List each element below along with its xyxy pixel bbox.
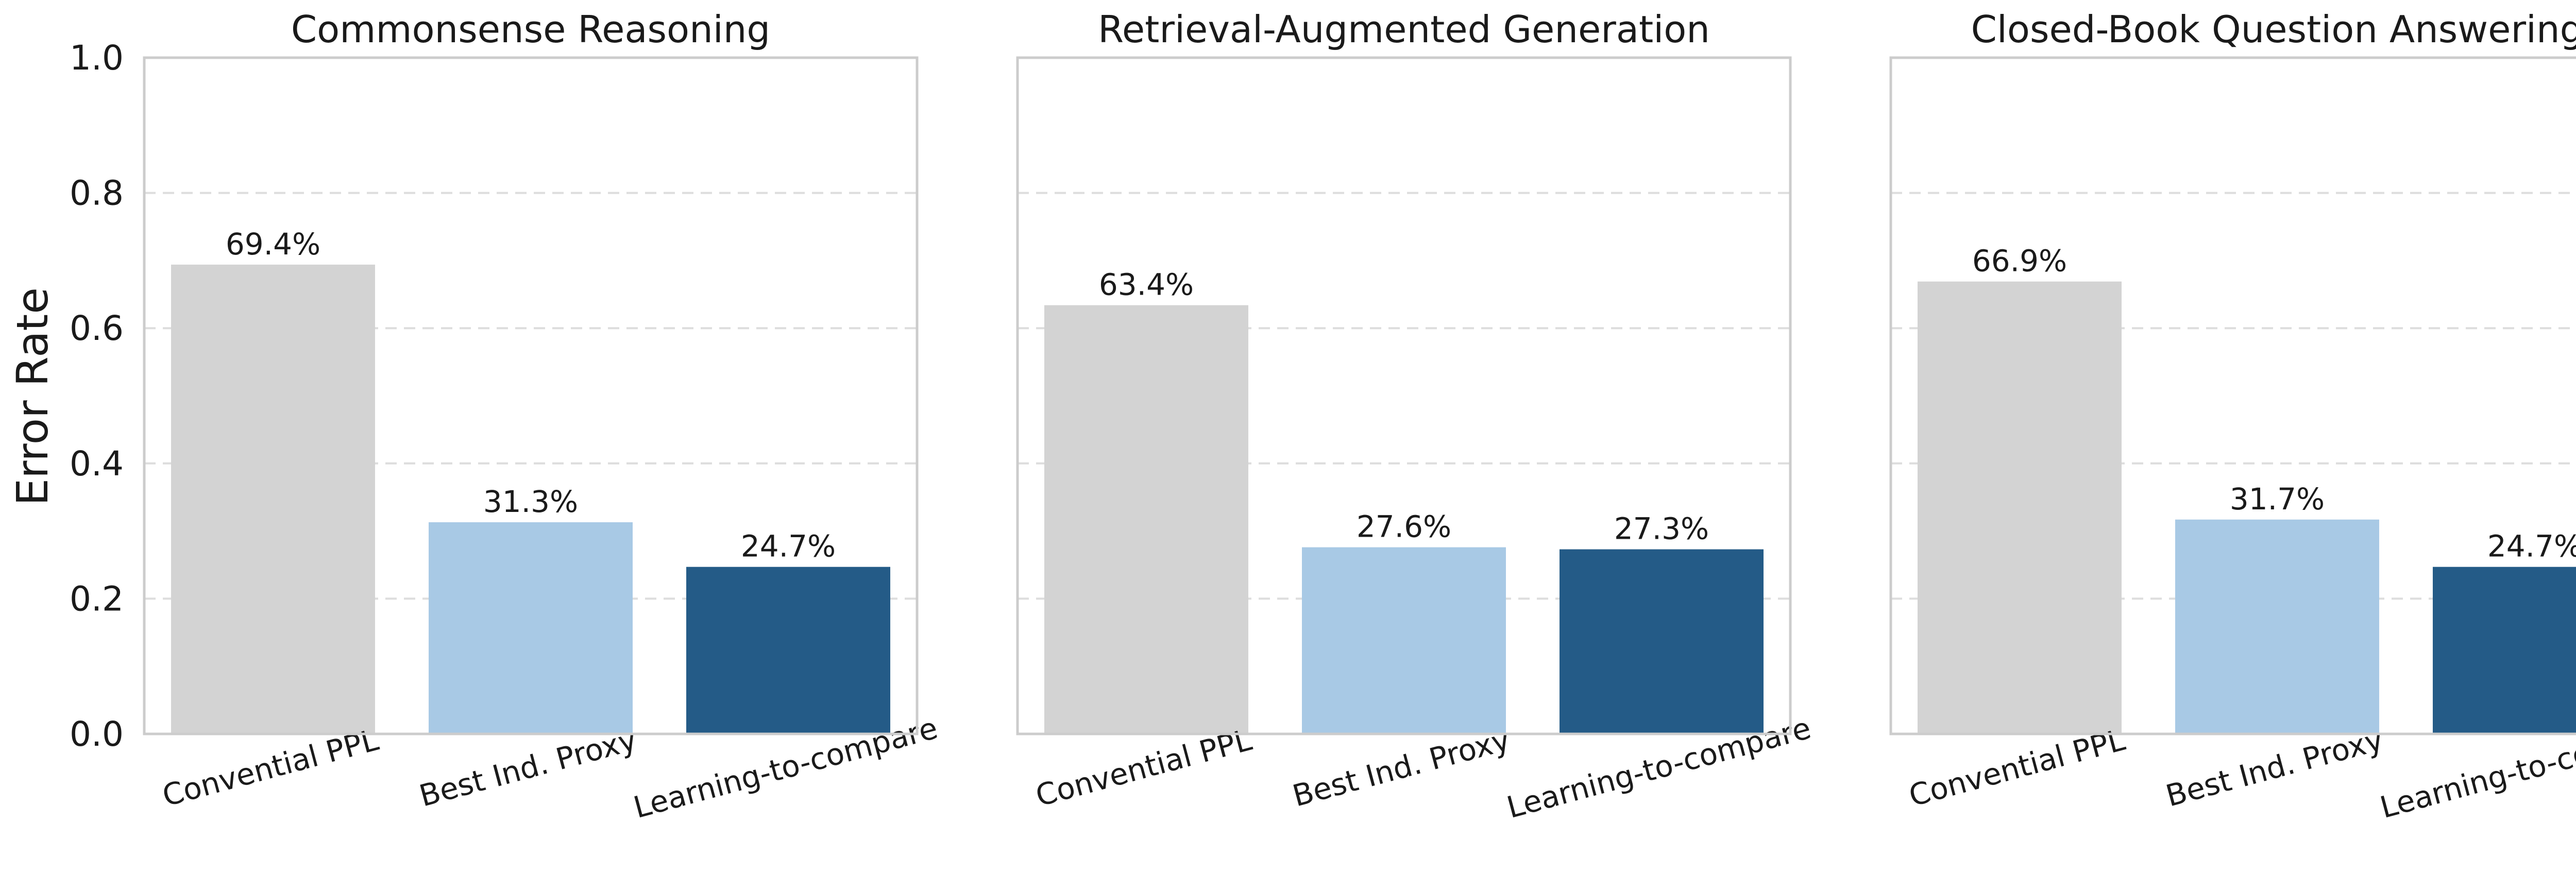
x-tick-label: Best Ind. Proxy	[1289, 722, 1514, 814]
plot-frame	[1889, 56, 2576, 735]
value-label: 31.3%	[483, 484, 578, 519]
y-tick-label: 1.0	[70, 38, 124, 78]
value-label: 63.4%	[1099, 267, 1194, 302]
panel-2: Retrieval-Augmented Generation 63.4% Conve…	[1016, 8, 1815, 825]
x-tick-label: Best Ind. Proxy	[416, 722, 640, 814]
panel-title: Commonsense Reasoning	[291, 8, 770, 51]
x-tick-label: Best Ind. Proxy	[2162, 722, 2387, 814]
plot-frame	[1016, 56, 1792, 735]
value-label: 31.7%	[2230, 482, 2325, 517]
value-label: 24.7%	[2487, 529, 2576, 564]
value-label: 27.6%	[1357, 509, 1451, 544]
bar-convential-ppl	[1918, 281, 2122, 734]
value-label: 69.4%	[226, 227, 320, 262]
y-tick-label: 0.4	[70, 444, 124, 484]
y-tick-label: 0.8	[70, 174, 124, 213]
bar-best-ind-proxy	[1302, 547, 1506, 734]
bar-learning-to-compare	[1560, 549, 1764, 734]
x-tick-label: Convential PPL	[159, 722, 382, 813]
y-tick-label: 0.2	[70, 579, 124, 619]
bar-learning-to-compare	[2433, 567, 2576, 734]
panel-1: Commonsense Reasoning 0.0 0.2 0.4 0.6 0.8 1.0 6…	[70, 8, 941, 825]
panel-3: Closed-Book Question Answering 66.9% Conve…	[1889, 8, 2576, 825]
bar-best-ind-proxy	[429, 522, 633, 734]
bar-convential-ppl	[171, 264, 375, 734]
y-tick-label: 0.0	[70, 714, 124, 754]
x-tick-label: Convential PPL	[1032, 722, 1256, 813]
x-tick-label: Convential PPL	[1905, 722, 2129, 813]
bar-convential-ppl	[1044, 305, 1248, 734]
value-label: 24.7%	[741, 529, 836, 564]
value-label: 27.3%	[1614, 511, 1709, 546]
plot-frame	[143, 56, 919, 735]
y-tick-label: 0.6	[70, 309, 124, 348]
bar-learning-to-compare	[686, 567, 890, 734]
chart-panels: Commonsense Reasoning 0.0 0.2 0.4 0.6 0.8 1.0 6…	[70, 8, 2576, 825]
y-axis-label: Error Rate	[7, 287, 58, 506]
panel-title: Closed-Book Question Answering	[1971, 8, 2576, 51]
panel-title: Retrieval-Augmented Generation	[1098, 8, 1710, 51]
value-label: 66.9%	[1972, 244, 2067, 279]
bar-best-ind-proxy	[2175, 519, 2379, 734]
